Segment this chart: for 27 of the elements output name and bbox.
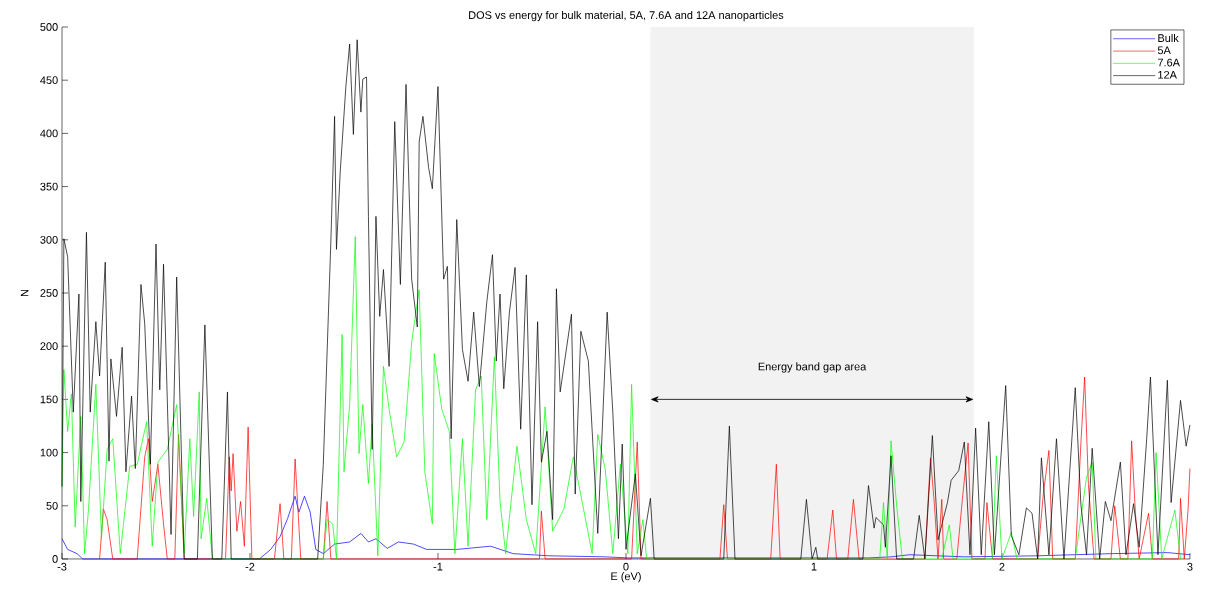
y-tick-label: 50 <box>46 501 58 510</box>
x-axis-title: E (eV) <box>611 572 641 583</box>
x-tick-label: -1 <box>433 562 443 571</box>
y-tick-label: 350 <box>40 182 58 191</box>
x-tick-label: 0 <box>623 562 629 571</box>
legend-label: 7.6A <box>1158 58 1180 67</box>
x-tick-label: 1 <box>811 562 817 571</box>
y-tick-label: 250 <box>40 289 58 297</box>
legend-label: 12A <box>1158 70 1177 79</box>
chart-title: DOS vs energy for bulk material, 5A, 7.6A and 12A nanoparticles <box>469 10 784 22</box>
y-tick-label: 200 <box>40 342 58 351</box>
y-tick-label: 0 <box>52 555 58 563</box>
y-tick-label: 150 <box>40 395 58 404</box>
y-tick-label: 100 <box>40 448 58 457</box>
legend-label: Bulk <box>1158 33 1179 42</box>
y-axis-title: N <box>20 289 29 297</box>
y-tick-label: 300 <box>40 235 58 244</box>
legend-label: 5A <box>1157 46 1171 55</box>
x-tick-label: 2 <box>999 562 1005 571</box>
x-tick-label: -2 <box>245 562 255 571</box>
band-label: Energy band gap area <box>758 362 867 373</box>
x-tick-label: -3 <box>57 562 67 571</box>
y-tick-label: 450 <box>40 76 58 85</box>
y-tick-label: 500 <box>40 23 58 31</box>
x-tick-label: 3 <box>1187 562 1193 571</box>
line-series <box>61 236 1181 560</box>
y-tick-label: 400 <box>40 129 58 138</box>
